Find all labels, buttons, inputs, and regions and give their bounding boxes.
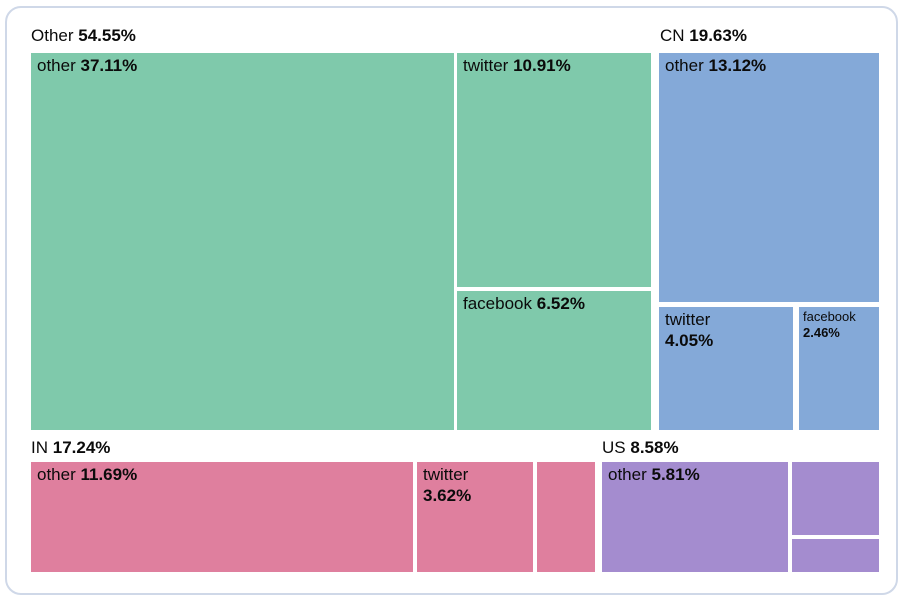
group-label: Other	[31, 26, 74, 45]
cell-value: 13.12%	[708, 56, 767, 75]
group-label: IN	[31, 438, 48, 457]
cell-label: other	[608, 465, 647, 484]
cell-value: 37.11%	[80, 56, 138, 75]
treemap-cell-other-twitter[interactable]: twitter 10.91%	[457, 53, 651, 287]
treemap-cell-us-unlabeled-top[interactable]	[792, 462, 879, 535]
cell-value: 3.62%	[423, 485, 472, 505]
cell-label: other	[37, 56, 76, 75]
group-header-in: IN 17.24%	[31, 438, 110, 458]
cell-label: twitter	[423, 465, 469, 484]
treemap-cell-in-unlabeled[interactable]	[537, 462, 595, 572]
group-label: CN	[660, 26, 685, 45]
treemap-cell-in-other[interactable]: other 11.69%	[31, 462, 413, 572]
group-header-cn: CN 19.63%	[660, 26, 747, 46]
treemap-cell-other-other[interactable]: other 37.11%	[31, 53, 454, 430]
cell-value: 4.05%	[665, 330, 714, 350]
treemap-cell-in-twitter[interactable]: twitter 3.62%	[417, 462, 533, 572]
cell-label: other	[665, 56, 704, 75]
cell-label: twitter	[665, 310, 711, 329]
group-value: 8.58%	[630, 438, 679, 457]
cell-value: 2.46%	[803, 324, 840, 340]
group-value: 17.24%	[52, 438, 111, 457]
cell-label: facebook	[803, 309, 856, 324]
treemap-cell-us-unlabeled-bottom[interactable]	[792, 539, 879, 572]
cell-value: 10.91%	[513, 56, 571, 75]
cell-value: 6.52%	[536, 294, 585, 313]
treemap-cell-cn-facebook[interactable]: facebook 2.46%	[799, 307, 879, 430]
group-header-other: Other 54.55%	[31, 26, 136, 46]
cell-label: twitter	[463, 56, 509, 75]
group-value: 19.63%	[689, 26, 747, 45]
treemap-cell-us-other[interactable]: other 5.81%	[602, 462, 788, 572]
treemap-cell-cn-twitter[interactable]: twitter 4.05%	[659, 307, 793, 430]
cell-label: other	[37, 465, 76, 484]
cell-label: facebook	[463, 294, 532, 313]
group-header-us: US 8.58%	[602, 438, 679, 458]
cell-value: 11.69%	[80, 465, 138, 484]
cell-value: 5.81%	[651, 465, 700, 484]
treemap-cell-cn-other[interactable]: other 13.12%	[659, 53, 879, 302]
treemap-cell-other-facebook[interactable]: facebook 6.52%	[457, 291, 651, 430]
group-label: US	[602, 438, 626, 457]
group-value: 54.55%	[78, 26, 136, 45]
